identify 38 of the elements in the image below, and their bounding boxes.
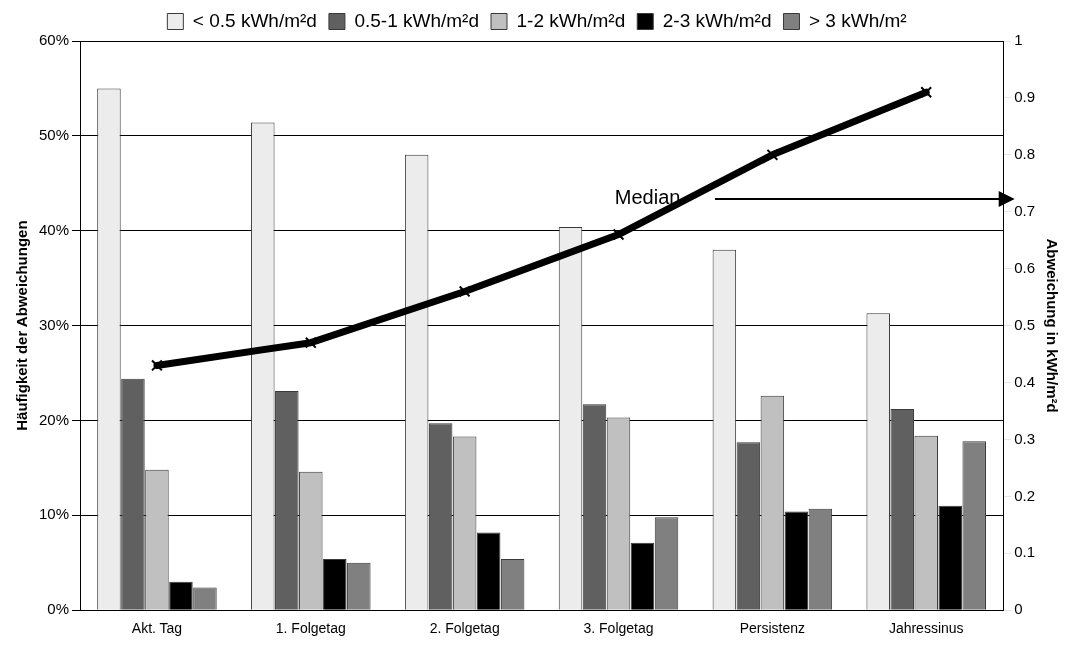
legend-label: < 0.5 kWh/m²d (192, 9, 317, 31)
x-tick-label: 1. Folgetag (275, 620, 346, 637)
y-tick-label: 60% (38, 31, 70, 49)
y2-tick-label: 0.4 (1014, 372, 1036, 390)
point (151, 359, 163, 372)
y-tick-label: 10% (38, 505, 70, 523)
y2-tick-label: 0.3 (1014, 429, 1036, 447)
y2-tick-label: 0.5 (1014, 315, 1036, 333)
legend-label: 2-3 kWh/m²d (662, 9, 772, 31)
point (920, 86, 933, 99)
y2-axis-title: Abweichung in kWh/m²d (1043, 238, 1061, 413)
y2-tick-label: 0.1 (1014, 543, 1036, 561)
legend-label: 1-2 kWh/m²d (516, 9, 626, 31)
y2-tick-label: 0.8 (1014, 144, 1036, 162)
series-label: Median (614, 186, 681, 209)
y-tick-label: 30% (38, 315, 70, 333)
x-tick-label: Akt. Tag (131, 620, 183, 637)
x-tick-label: 3. Folgetag (583, 620, 654, 637)
y2-tick-label: 1 (1014, 31, 1023, 49)
x-tick-label: Persistenz (739, 620, 806, 637)
legend-label: > 3 kWh/m² (808, 9, 907, 31)
point (612, 228, 625, 241)
legend-label: 0.5-1 kWh/m²d (354, 9, 480, 31)
y-tick-label: 0% (47, 600, 70, 618)
y2-tick-label: 0.9 (1014, 88, 1036, 106)
x-tick-label: 2. Folgetag (429, 620, 500, 637)
x-tick-label: Jahressinus (888, 620, 964, 637)
y2-tick-label: 0.7 (1014, 201, 1036, 219)
y2-tick-label: 0.2 (1014, 486, 1036, 504)
y2-tick-label: 0.6 (1014, 258, 1036, 276)
point (766, 148, 779, 161)
y-tick-label: 20% (38, 410, 70, 428)
y-tick-label: 40% (38, 220, 70, 238)
point (458, 285, 471, 298)
y-axis-title: Häufigkeit der Abweichungen (13, 220, 31, 431)
y2-tick-label: 0 (1014, 600, 1023, 618)
point (304, 336, 317, 349)
y-tick-label: 50% (38, 126, 70, 144)
